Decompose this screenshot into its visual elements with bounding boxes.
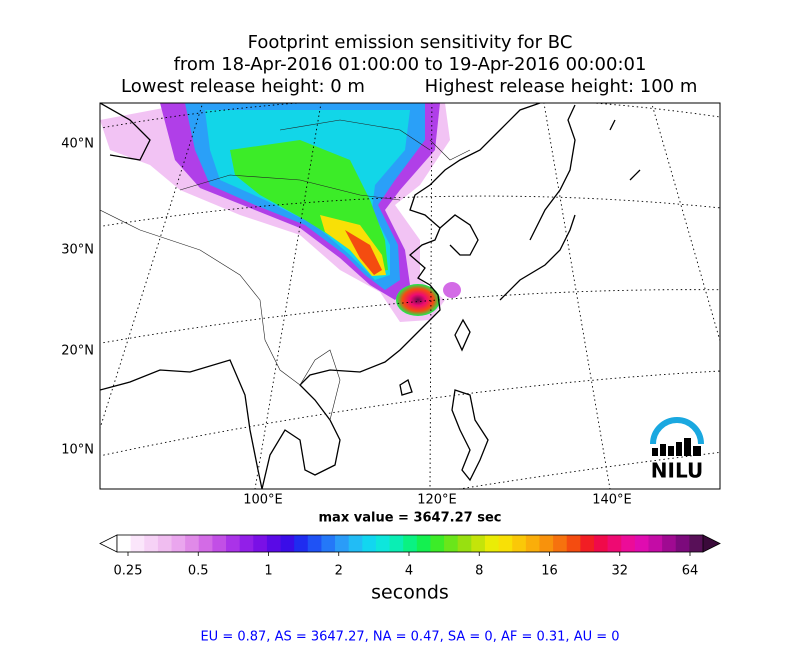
colorbar-swatch [226, 535, 241, 552]
colorbar-swatch [498, 535, 513, 552]
colorbar-swatch [471, 535, 486, 552]
colorbar-tick-label: 0.25 [114, 564, 143, 579]
lon-label: 100°E [243, 493, 283, 508]
colorbar-swatch [294, 535, 309, 552]
colorbar-swatch [375, 535, 390, 552]
colorbar-tick-label: 1 [264, 564, 272, 579]
footer-stats: EU = 0.87, AS = 3647.27, NA = 0.47, SA =… [200, 630, 619, 645]
colorbar-swatch [539, 535, 554, 552]
colorbar-swatch [675, 535, 690, 552]
coastline [100, 103, 641, 489]
colorbar-tick-label: 32 [611, 564, 628, 579]
lon-label: 120°E [417, 493, 457, 508]
colorbar-tick-label: 0.5 [188, 564, 209, 579]
max-value: max value = 3647.27 sec [319, 511, 502, 526]
colorbar-frame [116, 534, 704, 553]
colorbar-swatch [525, 535, 540, 552]
colorbar-swatch [634, 535, 649, 552]
colorbar-swatch [212, 535, 227, 552]
lat-label: 20°N [61, 344, 94, 359]
colorbar-swatch [157, 535, 172, 552]
colorbar-swatch [389, 535, 404, 552]
map-frame [99, 102, 721, 490]
logo-text: NILU [651, 459, 703, 483]
plume [100, 103, 461, 322]
colorbar-swatch [335, 535, 350, 552]
colorbar-swatch [198, 535, 213, 552]
colorbar-swatch [321, 535, 336, 552]
colorbar-swatch [253, 535, 268, 552]
colorbar-swatch [416, 535, 431, 552]
colorbar-under [99, 534, 118, 553]
title-line: from 18-Apr-2016 01:00:00 to 19-Apr-2016… [174, 54, 647, 75]
colorbar-swatch [130, 535, 145, 552]
colorbar-swatch [593, 535, 609, 552]
map [100, 103, 720, 489]
colorbar-swatch [144, 535, 159, 552]
colorbar-tick-label: 16 [541, 564, 558, 579]
colorbar-swatch [689, 535, 704, 552]
colorbar-tick-label: 8 [475, 564, 483, 579]
colorbar-swatch [117, 535, 132, 552]
colorbar-swatch [280, 535, 295, 552]
colorbar-swatch [430, 535, 445, 552]
colorbar-tick-label: 4 [405, 564, 413, 579]
colorbar-swatch [662, 535, 677, 552]
colorbar-tick-label: 2 [335, 564, 343, 579]
colorbar-swatch [621, 535, 636, 552]
colorbar-swatch [457, 535, 472, 552]
title-line: Highest release height: 100 m [425, 76, 698, 97]
title-line: Lowest release height: 0 m [121, 76, 365, 97]
colorbar-swatch [307, 535, 322, 552]
colorbar-tick-label: 64 [682, 564, 699, 579]
colorbar-swatch [553, 535, 568, 552]
colorbar-swatch [607, 535, 622, 552]
colorbar-swatch [266, 535, 281, 552]
colorbar-swatch [239, 535, 254, 552]
colorbar-swatch [171, 535, 186, 552]
graticule [100, 103, 720, 489]
country-border [100, 119, 471, 421]
lat-label: 30°N [61, 243, 94, 258]
colorbar-swatch [580, 535, 595, 552]
colorbar-over [702, 534, 721, 553]
title-line: Footprint emission sensitivity for BC [248, 32, 573, 53]
lon-label: 140°E [592, 493, 632, 508]
colorbar-swatch [185, 535, 200, 552]
colorbar: 0.25 0.5 1 2 4 8 16 32 64 [99, 534, 721, 579]
colorbar-swatch [362, 535, 377, 552]
colorbar-label: seconds [371, 582, 449, 604]
lat-label: 40°N [61, 137, 94, 152]
colorbar-swatch [512, 535, 527, 552]
colorbar-swatch [566, 535, 581, 552]
colorbar-swatch [444, 535, 459, 552]
logo: NILU [650, 417, 704, 483]
colorbar-swatch [484, 535, 499, 552]
colorbar-swatch [403, 535, 418, 552]
colorbar-swatch [648, 535, 663, 552]
colorbar-swatch [348, 535, 363, 552]
lat-label: 10°N [61, 443, 94, 458]
